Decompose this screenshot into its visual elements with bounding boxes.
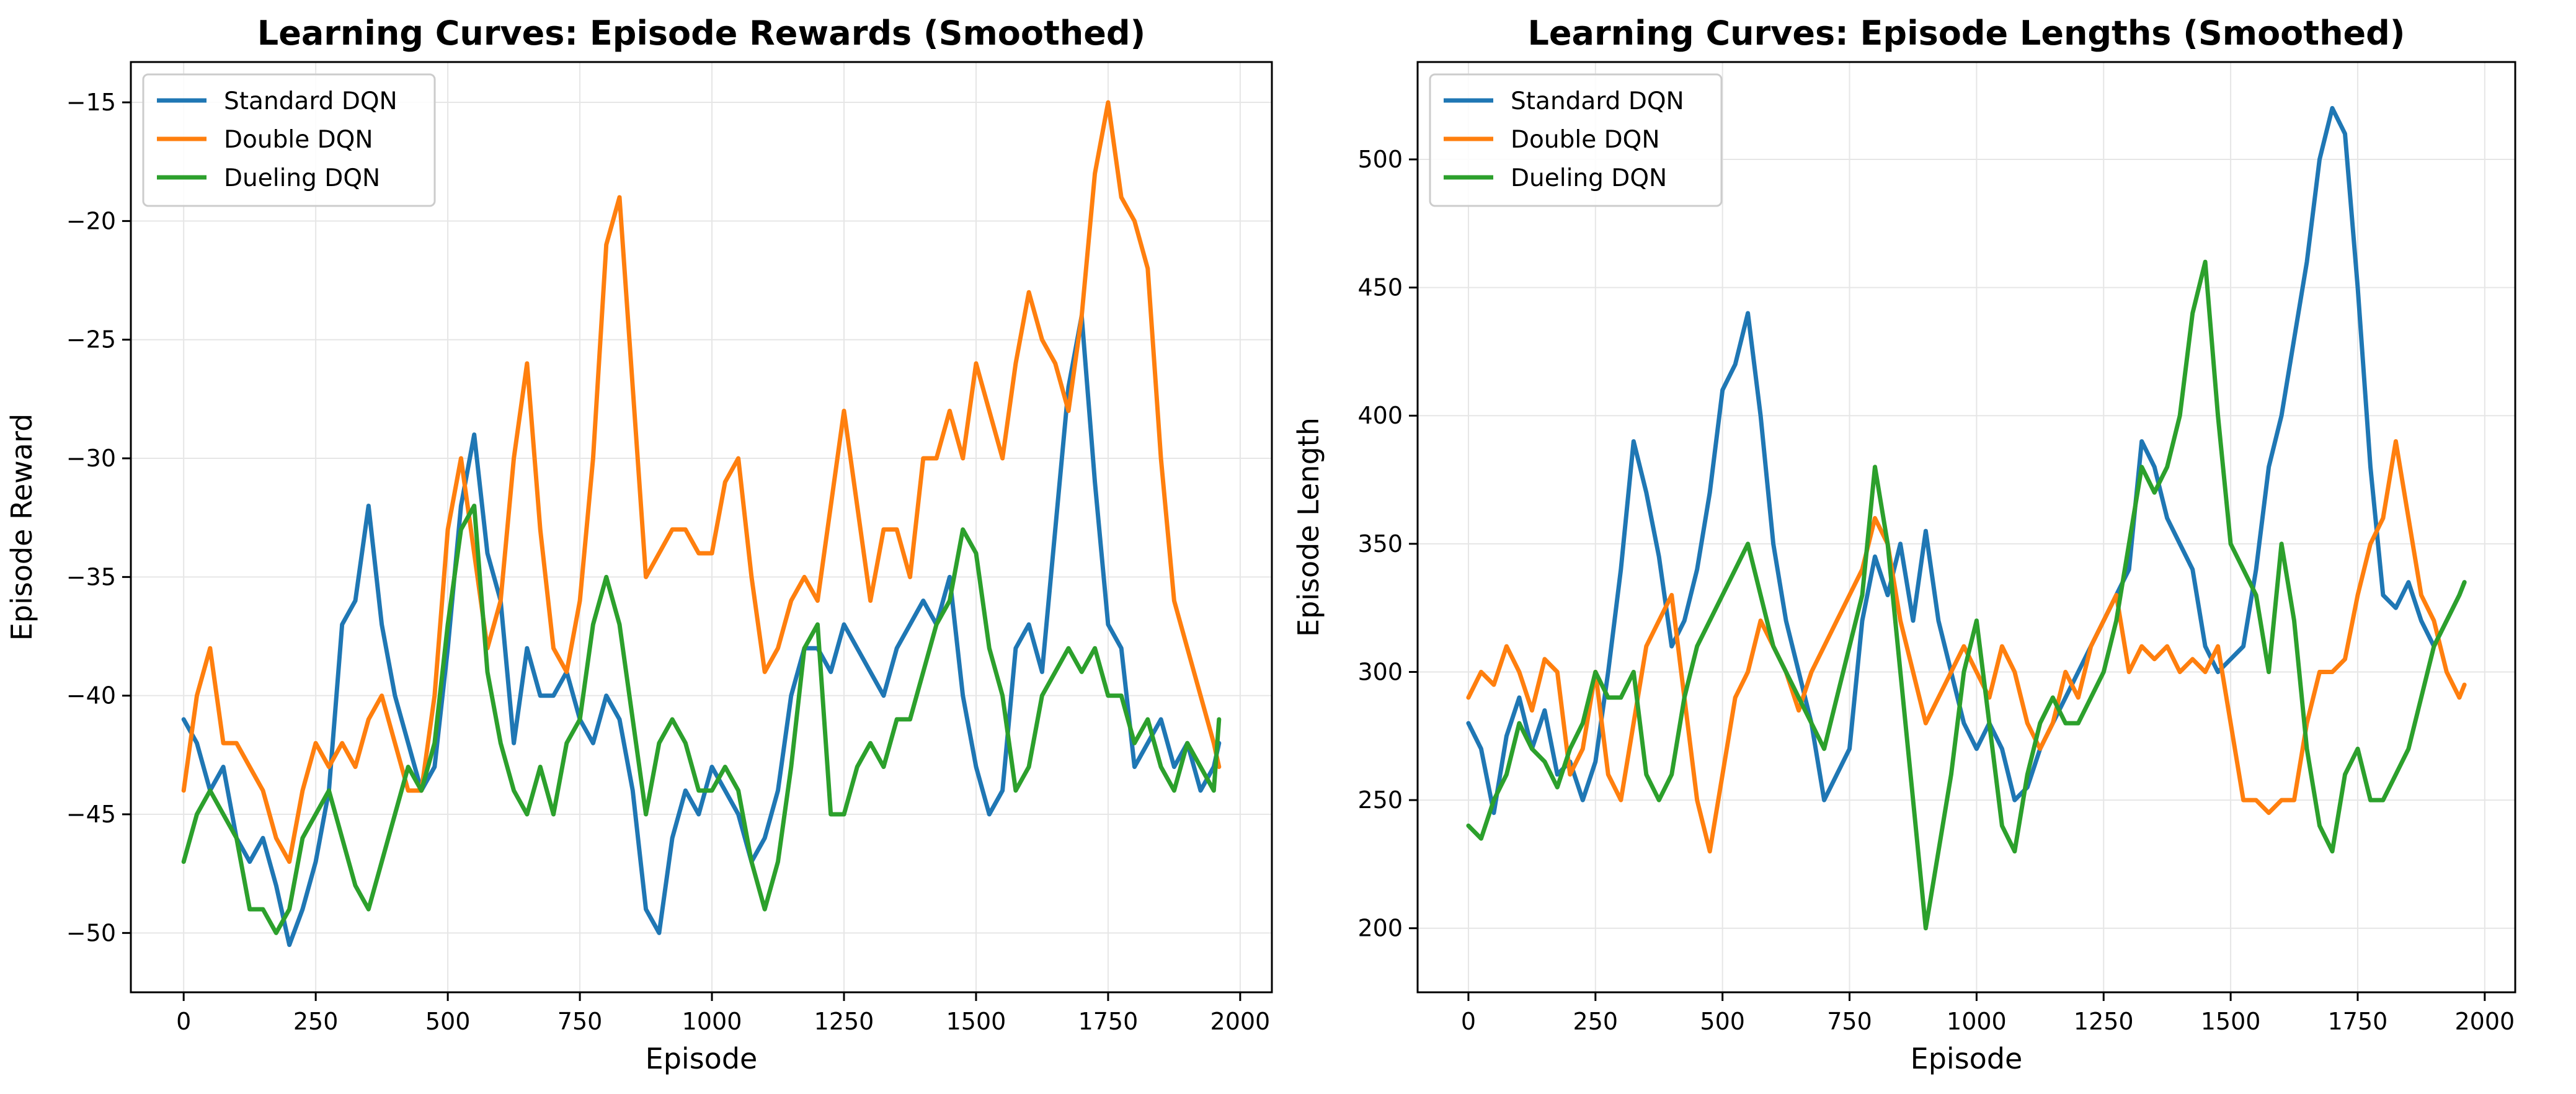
rewards-x-ticks: 0 250 500 750 1000 1250 1500 1750 2000 <box>176 992 1270 1035</box>
lengths-x-tick-label: 1000 <box>1947 1008 2007 1035</box>
lengths-y-tick-label: 400 <box>1357 402 1403 429</box>
rewards-series-double-dqn <box>181 100 1222 864</box>
lengths-legend-box <box>1429 73 1723 207</box>
rewards-y-tick-label: −45 <box>66 801 116 828</box>
lengths-x-tick-label: 1250 <box>2074 1008 2134 1035</box>
lengths-x-tick-label: 2000 <box>2454 1008 2515 1035</box>
lengths-legend: Standard DQN Double DQN Dueling DQN <box>1429 73 1723 207</box>
lengths-legend-label: Dueling DQN <box>1511 164 1667 192</box>
rewards-legend-label: Dueling DQN <box>224 164 380 192</box>
rewards-legend-label: Standard DQN <box>224 87 398 115</box>
lengths-y-tick-label: 500 <box>1357 146 1403 173</box>
rewards-x-tick-label: 0 <box>176 1008 191 1035</box>
lengths-chart: 0 250 500 750 1000 1250 1500 1750 2000 200 250 300… <box>1292 14 2516 1075</box>
lengths-y-tick-label: 350 <box>1357 530 1403 558</box>
rewards-x-tick-label: 1250 <box>814 1008 874 1035</box>
rewards-series-dueling-dqn <box>181 504 1222 935</box>
rewards-y-tick-label: −15 <box>66 89 116 116</box>
rewards-x-tick-label: 1750 <box>1078 1008 1139 1035</box>
lengths-series-dueling-dqn <box>1466 259 2467 931</box>
rewards-y-tick-label: −20 <box>66 207 116 234</box>
lengths-legend-label: Standard DQN <box>1511 87 1684 115</box>
lengths-y-tick-label: 250 <box>1357 786 1403 814</box>
rewards-y-tick-label: −25 <box>66 326 116 354</box>
rewards-legend-label: Double DQN <box>224 126 373 154</box>
rewards-legend-box <box>142 73 436 207</box>
rewards-legend: Standard DQN Double DQN Dueling DQN <box>142 73 436 207</box>
lengths-x-tick-label: 0 <box>1461 1008 1476 1035</box>
rewards-plot-frame <box>130 61 1273 994</box>
lengths-x-tick-label: 750 <box>1827 1008 1872 1035</box>
rewards-y-axis-label: Episode Reward <box>5 414 38 641</box>
rewards-chart-title: Learning Curves: Episode Rewards (Smooth… <box>257 14 1145 53</box>
lengths-y-tick-label: 300 <box>1357 658 1403 685</box>
lengths-chart-title: Learning Curves: Episode Lengths (Smooth… <box>1528 14 2405 53</box>
rewards-x-tick-label: 750 <box>557 1008 603 1035</box>
rewards-y-tick-label: −30 <box>66 445 116 472</box>
rewards-y-tick-label: −40 <box>66 682 116 709</box>
lengths-x-tick-label: 1500 <box>2201 1008 2261 1035</box>
rewards-grid <box>131 62 1272 992</box>
lengths-x-tick-label: 1750 <box>2328 1008 2388 1035</box>
lengths-lines <box>1466 105 2467 931</box>
rewards-x-tick-label: 1000 <box>682 1008 742 1035</box>
rewards-x-tick-label: 2000 <box>1210 1008 1271 1035</box>
rewards-x-tick-label: 250 <box>293 1008 339 1035</box>
lengths-y-ticks: 200 250 300 350 400 450 500 <box>1357 146 1418 942</box>
lengths-x-ticks: 0 250 500 750 1000 1250 1500 1750 2000 <box>1461 992 2515 1035</box>
rewards-x-tick-label: 1500 <box>946 1008 1006 1035</box>
rewards-x-axis-label: Episode <box>646 1042 758 1075</box>
rewards-chart: 0 250 500 750 1000 1250 1500 1750 2000 −50 −45 −40… <box>5 14 1273 1075</box>
lengths-plot-frame <box>1416 61 2516 994</box>
rewards-y-ticks: −50 −45 −40 −35 −30 −25 −20 −15 <box>66 89 131 946</box>
lengths-y-axis-label: Episode Length <box>1292 417 1325 637</box>
lengths-x-axis-label: Episode <box>1911 1042 2023 1075</box>
lengths-x-tick-label: 500 <box>1700 1008 1745 1035</box>
rewards-y-tick-label: −35 <box>66 563 116 590</box>
rewards-lines <box>181 100 1222 947</box>
rewards-x-tick-label: 500 <box>425 1008 471 1035</box>
lengths-y-tick-label: 450 <box>1357 274 1403 301</box>
rewards-y-tick-label: −50 <box>66 919 116 946</box>
lengths-legend-label: Double DQN <box>1511 126 1660 154</box>
lengths-y-tick-label: 200 <box>1357 915 1403 942</box>
lengths-series-standard-dqn <box>1466 105 2467 816</box>
lengths-x-tick-label: 250 <box>1573 1008 1619 1035</box>
